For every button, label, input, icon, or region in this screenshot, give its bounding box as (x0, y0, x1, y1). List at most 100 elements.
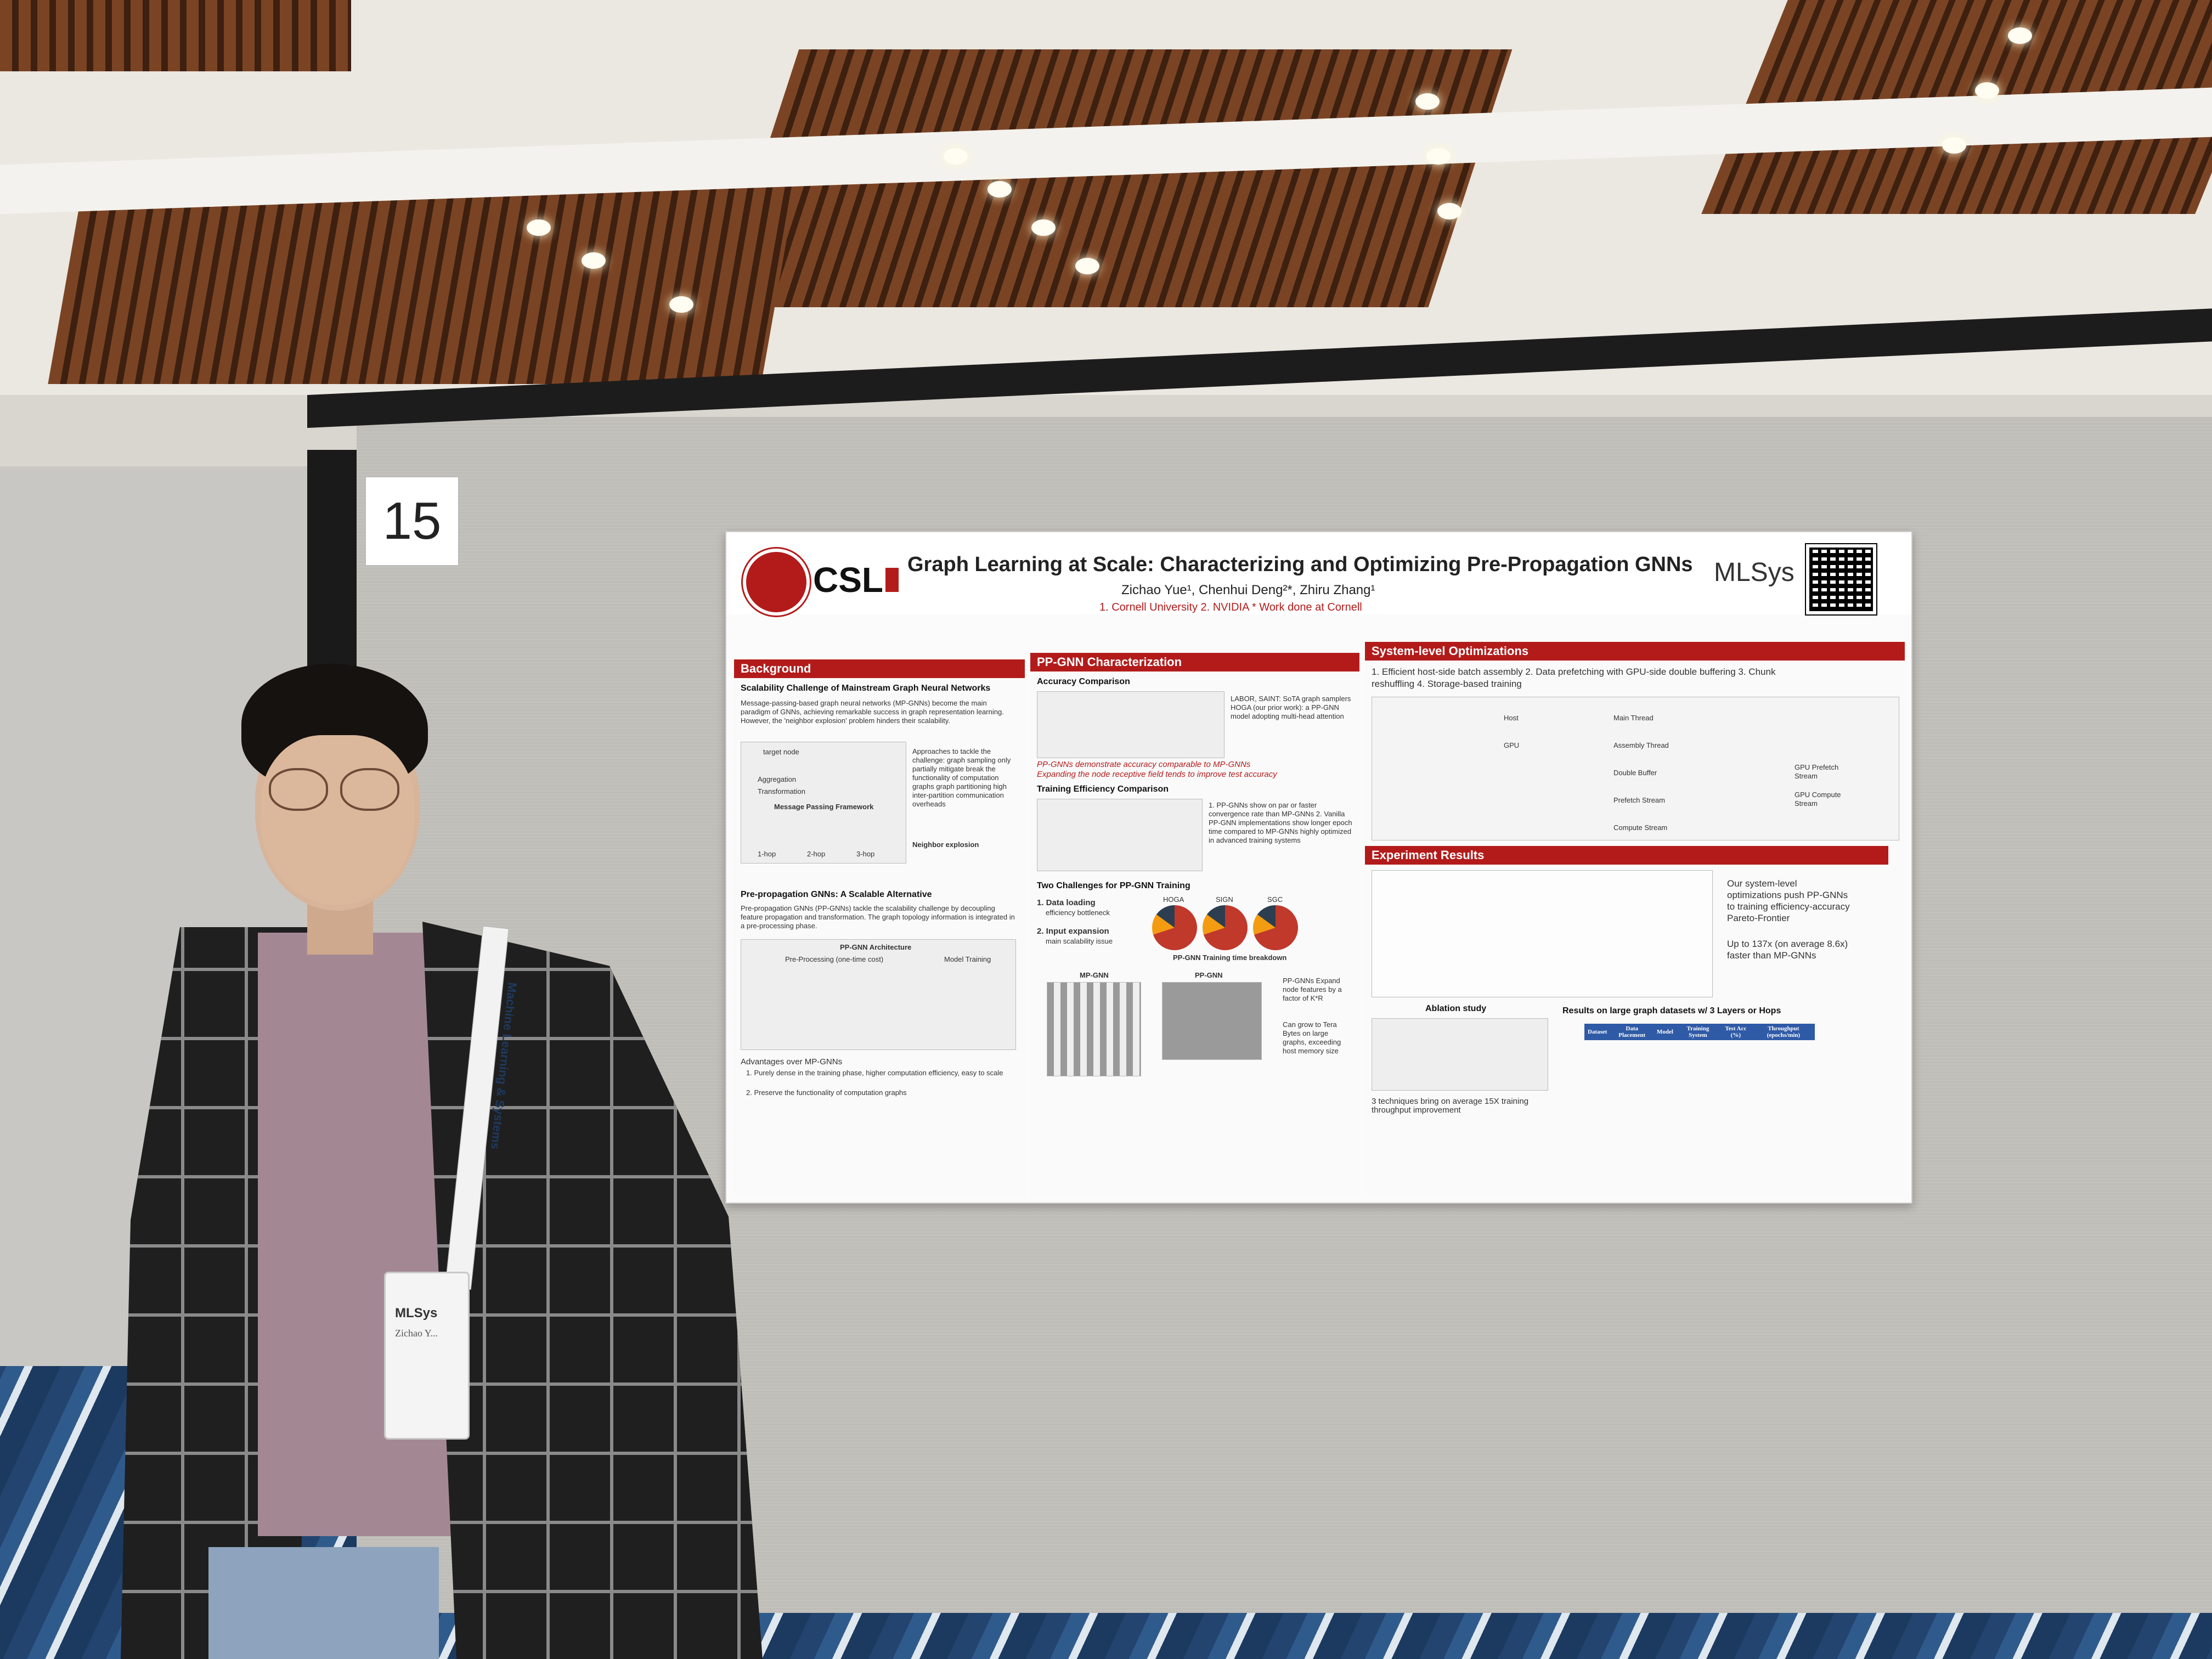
system-column: System-level Optimizations 1. Efficient … (1365, 642, 1905, 1196)
ceiling-light (988, 181, 1012, 198)
csl-red-bar (885, 568, 899, 592)
neighbor-explosion-label: Neighbor explosion (912, 840, 979, 849)
diagram-label: GPU (1504, 741, 1520, 749)
name-badge (384, 1272, 470, 1440)
csl-logo: CSL (813, 560, 899, 600)
experiment-bullet: Our system-level optimizations push PP-G… (1727, 878, 1850, 923)
pp-gnn-architecture-figure: PP-GNN Architecture Pre-Processing (one-… (741, 939, 1016, 1050)
background-column: Background Scalability Challenge of Main… (734, 659, 1025, 1197)
figure-label: 1-hop (758, 850, 776, 858)
figure-label: Model Training (944, 955, 991, 963)
glasses-right-lens (340, 768, 399, 811)
ceiling-light (582, 252, 606, 269)
table-header: Data Placement (1610, 1024, 1654, 1040)
background-text-2: Pre-propagation GNNs (PP-GNNs) tackle th… (741, 904, 1015, 930)
ceiling-light (669, 296, 693, 313)
pp-gnn-tensor (1162, 982, 1262, 1060)
poster-title: Graph Learning at Scale: Characterizing … (907, 553, 1693, 576)
background-subtitle-1: Scalability Challenge of Mainstream Grap… (741, 684, 991, 693)
panel-number-sign: 15 (365, 476, 459, 566)
poster-header: CSL Graph Learning at Scale: Characteriz… (726, 532, 1911, 616)
system-header: System-level Optimizations (1365, 642, 1905, 661)
poster-affiliations: 1. Cornell University 2. NVIDIA * Work d… (1099, 601, 1362, 613)
characterization-header: PP-GNN Characterization (1030, 653, 1359, 672)
badge-logo: MLSys (395, 1306, 438, 1321)
mp-gnn-matrix (1047, 982, 1141, 1076)
ceiling-light (944, 148, 968, 165)
message-passing-figure: target node Aggregation Transformation M… (741, 742, 906, 864)
system-diagram: Host GPU Main Thread Assembly Thread Dou… (1372, 697, 1899, 840)
results-title: Results on large graph datasets w/ 3 Lay… (1562, 1006, 1781, 1015)
ceiling-light (1942, 137, 1966, 154)
background-header: Background (734, 659, 1025, 678)
glasses-left-lens (269, 768, 328, 811)
person-jeans (208, 1547, 439, 1659)
pp-gnn-side-note: PP-GNNs Expand node features by a factor… (1283, 977, 1342, 1002)
ceiling-light (1975, 82, 1999, 99)
ceiling-light (1031, 219, 1056, 236)
accuracy-line-chart (1037, 691, 1224, 758)
experiment-bullet: Up to 137x (on average 8.6x) faster than… (1727, 939, 1848, 961)
background-text-1: Message-passing-based graph neural netwo… (741, 699, 1004, 725)
system-optimization-list: 1. Efficient host-side batch assembly 2.… (1372, 667, 1776, 689)
ceiling-light (1437, 203, 1462, 219)
pareto-scatter-plots (1372, 870, 1713, 997)
person-face-front (261, 735, 414, 905)
pie-caption: PP-GNN Training time breakdown (1173, 953, 1287, 962)
figure-label: Transformation (758, 787, 805, 795)
two-challenges-title: Two Challenges for PP-GNN Training (1037, 881, 1190, 890)
figure-label: Pre-Processing (one-time cost) (785, 955, 884, 963)
ablation-bar-chart (1372, 1018, 1548, 1091)
diagram-label: GPU Prefetch Stream (1795, 763, 1839, 780)
cornell-seal-logo (743, 549, 810, 616)
pie-label: SIGN (1216, 895, 1233, 904)
accuracy-comparison-title: Accuracy Comparison (1037, 677, 1130, 686)
ceiling-light (1415, 93, 1440, 110)
table-header: Model (1653, 1024, 1677, 1040)
pie-label: HOGA (1163, 895, 1184, 904)
table-header: Throughput (epochs/min) (1752, 1024, 1815, 1040)
mp-gnn-label: MP-GNN (1080, 971, 1109, 979)
diagram-label: Host (1504, 714, 1519, 722)
advantage-item: 2. Preserve the functionality of computa… (746, 1088, 907, 1097)
figure-label: 3-hop (856, 850, 875, 858)
pie-chart-sgc (1253, 905, 1298, 950)
figure-label: PP-GNN Architecture (840, 943, 912, 951)
accuracy-finding: PP-GNNs demonstrate accuracy comparable … (1037, 760, 1251, 769)
figure-label: target node (763, 748, 799, 756)
pp-gnn-side-note-2: Can grow to Tera Bytes on large graphs, … (1283, 1020, 1341, 1055)
ceiling-light (2008, 27, 2032, 44)
training-efficiency-note: 1. PP-GNNs show on par or faster converg… (1209, 801, 1352, 844)
training-efficiency-chart (1037, 799, 1203, 871)
pie-label: SGC (1267, 895, 1283, 904)
advantages-header: Advantages over MP-GNNs (741, 1057, 843, 1066)
accuracy-finding: Expanding the node receptive field tends… (1037, 770, 1277, 779)
background-subtitle-2: Pre-propagation GNNs: A Scalable Alterna… (741, 890, 932, 899)
background-side-text: Approaches to tackle the challenge: grap… (912, 747, 1011, 808)
results-table: Dataset Data Placement Model Training Sy… (1584, 1024, 1815, 1040)
advantage-item: 1. Purely dense in the training phase, h… (746, 1069, 1003, 1077)
diagram-label: Prefetch Stream (1613, 796, 1665, 804)
diagram-label: GPU Compute Stream (1795, 791, 1841, 808)
figure-label: 2-hop (807, 850, 826, 858)
diagram-label: Assembly Thread (1613, 741, 1669, 749)
ceiling-light (1426, 148, 1451, 165)
challenge-2: 2. Input expansion (1037, 927, 1109, 936)
challenge-1: 1. Data loading (1037, 898, 1096, 907)
diagram-label: Compute Stream (1613, 823, 1668, 832)
poster-authors: Zichao Yue¹, Chenhui Deng²*, Zhiru Zhang… (1121, 583, 1375, 597)
diagram-label: Main Thread (1613, 714, 1654, 722)
training-efficiency-title: Training Efficiency Comparison (1037, 785, 1169, 794)
characterization-column: PP-GNN Characterization Accuracy Compari… (1030, 653, 1359, 1196)
ceiling-light (527, 219, 551, 236)
table-header: Training System (1676, 1024, 1719, 1040)
table-header-row: Dataset Data Placement Model Training Sy… (1584, 1024, 1815, 1040)
challenge-2-desc: main scalability issue (1046, 937, 1113, 945)
diagram-label: Double Buffer (1613, 769, 1657, 777)
research-poster: CSL Graph Learning at Scale: Characteriz… (725, 531, 1912, 1204)
qr-code (1805, 543, 1877, 616)
ceiling (0, 0, 2212, 395)
badge-name: Zichao Y... (395, 1328, 438, 1339)
figure-label: Aggregation (758, 775, 797, 783)
wood-slats-left (0, 0, 351, 71)
